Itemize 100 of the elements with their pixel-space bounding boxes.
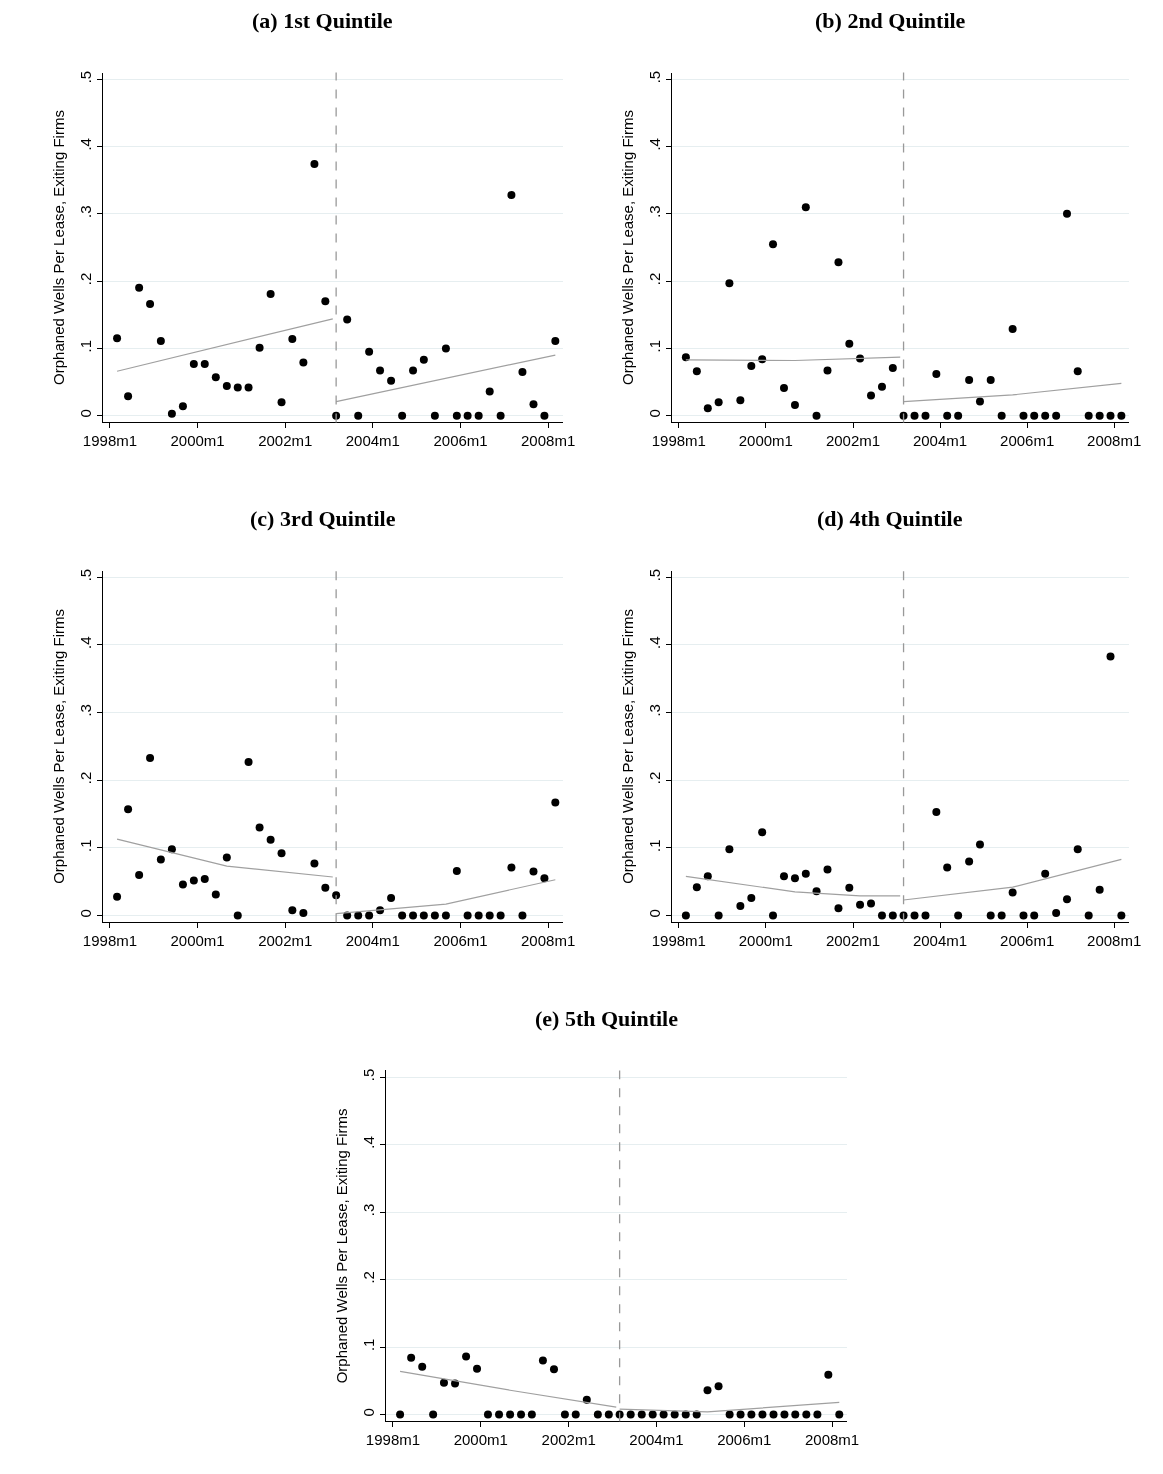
point bbox=[266, 289, 275, 298]
point bbox=[146, 753, 155, 762]
point bbox=[681, 353, 690, 362]
y-tick-label: .3 bbox=[645, 205, 663, 218]
point bbox=[551, 337, 560, 345]
point bbox=[1052, 411, 1061, 420]
point bbox=[802, 1410, 811, 1419]
point bbox=[1030, 911, 1039, 920]
point bbox=[1095, 411, 1104, 420]
x-tick-label: 2008m1 bbox=[1087, 932, 1142, 950]
x-tick-label: 1998m1 bbox=[82, 932, 138, 950]
point bbox=[398, 911, 407, 920]
chart-title: (d) 4th Quintile bbox=[817, 506, 963, 531]
point bbox=[626, 1410, 635, 1419]
y-tick-label: .4 bbox=[359, 1136, 377, 1149]
point bbox=[560, 1410, 569, 1419]
point bbox=[200, 875, 209, 884]
point bbox=[343, 315, 352, 324]
point bbox=[506, 1410, 515, 1419]
point bbox=[540, 411, 549, 420]
point bbox=[441, 911, 450, 920]
point bbox=[1106, 411, 1115, 420]
point bbox=[343, 911, 352, 920]
y-tick-label: 0 bbox=[76, 909, 94, 918]
x-tick-label: 2006m1 bbox=[1000, 932, 1055, 950]
point bbox=[146, 300, 155, 308]
point bbox=[255, 823, 264, 832]
x-tick-label: 2002m1 bbox=[258, 432, 313, 450]
point bbox=[398, 411, 407, 420]
y-tick-label: 0 bbox=[359, 1408, 377, 1417]
point bbox=[538, 1356, 547, 1365]
point bbox=[1073, 845, 1082, 854]
point bbox=[692, 883, 701, 892]
point bbox=[288, 334, 297, 343]
point bbox=[769, 911, 778, 920]
point bbox=[845, 339, 854, 348]
point bbox=[211, 373, 220, 382]
y-tick-label: .5 bbox=[76, 70, 94, 84]
point bbox=[648, 1410, 657, 1419]
x-tick-label: 2002m1 bbox=[541, 1431, 596, 1449]
point bbox=[965, 857, 974, 866]
point bbox=[496, 411, 505, 420]
y-tick-label: .4 bbox=[76, 138, 94, 151]
point bbox=[736, 1410, 745, 1419]
point bbox=[441, 344, 450, 353]
point bbox=[877, 382, 886, 391]
x-tick-label: 2000m1 bbox=[453, 1431, 508, 1449]
point bbox=[779, 872, 788, 881]
y-tick-label: .5 bbox=[76, 568, 94, 582]
chart-title: (a) 1st Quintile bbox=[252, 8, 393, 33]
point bbox=[1030, 411, 1039, 420]
point bbox=[310, 859, 319, 868]
y-axis-title: Orphaned Wells Per Lease, Exiting Firms bbox=[49, 609, 67, 884]
point bbox=[943, 411, 952, 420]
point bbox=[747, 893, 756, 902]
point bbox=[1063, 895, 1071, 904]
x-tick-label: 2008m1 bbox=[1087, 432, 1142, 450]
point bbox=[396, 1410, 405, 1419]
point bbox=[856, 900, 865, 909]
point bbox=[1008, 324, 1017, 333]
point bbox=[495, 1410, 504, 1419]
point bbox=[1008, 888, 1017, 897]
point bbox=[769, 1410, 778, 1419]
point bbox=[986, 911, 995, 920]
point bbox=[310, 160, 319, 169]
point bbox=[211, 890, 220, 899]
chart-title: (e) 5th Quintile bbox=[535, 1006, 679, 1031]
point bbox=[1073, 367, 1082, 376]
point bbox=[779, 384, 788, 393]
point bbox=[288, 906, 297, 915]
point bbox=[823, 865, 832, 874]
chart-title: (b) 2nd Quintile bbox=[815, 8, 966, 33]
point bbox=[189, 359, 198, 368]
point bbox=[954, 911, 963, 920]
point bbox=[758, 1410, 767, 1419]
point bbox=[474, 411, 483, 420]
point bbox=[439, 1378, 448, 1387]
x-tick-label: 2000m1 bbox=[738, 432, 793, 450]
point bbox=[124, 805, 133, 814]
point bbox=[1041, 411, 1050, 420]
point bbox=[997, 911, 1006, 920]
point bbox=[485, 387, 494, 396]
point bbox=[244, 757, 253, 766]
point bbox=[178, 402, 187, 411]
point bbox=[462, 1352, 471, 1361]
y-axis-title: Orphaned Wells Per Lease, Exiting Firms bbox=[618, 110, 636, 385]
point bbox=[483, 1410, 492, 1419]
point bbox=[299, 358, 308, 367]
point bbox=[637, 1410, 646, 1419]
point bbox=[834, 258, 843, 267]
point bbox=[1052, 908, 1061, 917]
point bbox=[135, 283, 144, 292]
chart-title: (c) 3rd Quintile bbox=[250, 506, 396, 531]
point bbox=[604, 1410, 613, 1419]
point bbox=[387, 376, 396, 385]
point bbox=[714, 398, 723, 407]
x-tick-label: 2002m1 bbox=[825, 932, 881, 950]
y-tick-label: .1 bbox=[645, 339, 663, 353]
y-tick-label: .3 bbox=[76, 704, 94, 717]
point bbox=[549, 1365, 558, 1374]
